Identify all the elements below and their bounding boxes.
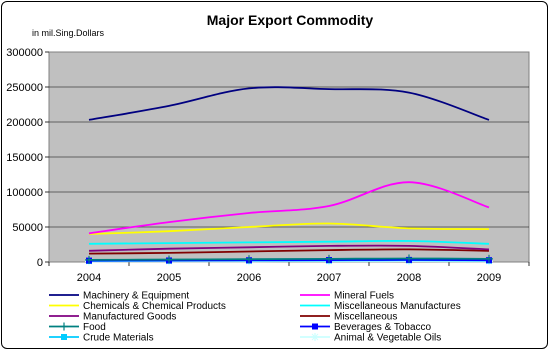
y-tick-label: 300000: [6, 47, 43, 59]
x-tick-label: 2007: [317, 272, 341, 284]
legend-item-manufactured-goods: Manufactured Goods: [49, 312, 176, 323]
legend-label: Animal & Vegetable Oils: [334, 333, 441, 344]
y-axis-label: in mil.Sing.Dollars: [32, 28, 105, 38]
series-line-miscellaneous: [88, 248, 490, 255]
legend-label: Miscellaneous Manufactures: [334, 301, 461, 312]
food-point: [85, 255, 93, 264]
legend-label: Mineral Fuels: [334, 291, 394, 302]
food-point: [325, 254, 333, 263]
series-lines: [85, 86, 493, 266]
series-line-manufactured-goods: [88, 244, 490, 252]
legend-item-miscellaneous-manufactures: Miscellaneous Manufactures: [300, 301, 461, 312]
food-point: [485, 254, 493, 263]
y-tick-label: 100000: [6, 187, 43, 199]
y-tick-label: 250000: [6, 82, 43, 94]
food-point: [245, 255, 253, 264]
y-tick-label: 200000: [6, 117, 43, 129]
legend-item-food: Food: [49, 322, 106, 333]
x-tick-label: 2005: [157, 272, 181, 284]
food-point: [165, 255, 173, 264]
x-axis-ticks: 2004 2005 2006 2007 2008 2009: [48, 262, 530, 284]
y-tick-label: 50000: [12, 222, 43, 234]
y-tick-label: 150000: [6, 152, 43, 164]
legend-label: Machinery & Equipment: [83, 291, 189, 302]
chart-title: Major Export Commodity: [207, 12, 374, 28]
legend-item-chemicals-chemical-products: Chemicals & Chemical Products: [49, 301, 226, 312]
legend-food-point: [60, 322, 68, 331]
legend-label: Chemicals & Chemical Products: [83, 301, 226, 312]
legend-item-crude-materials: Crude Materials: [49, 333, 154, 344]
legend: Machinery & Equipment Mineral Fuels Chemic…: [49, 291, 461, 344]
series-line-chemicals-chemical-products: [88, 222, 490, 235]
series-line-mineral-fuels: [88, 181, 490, 235]
legend-item-beverages-tobacco: Beverages & Tobacco: [300, 322, 432, 333]
x-tick-label: 2009: [477, 272, 501, 284]
legend-crude-materials-point: [61, 334, 67, 340]
legend-label: Manufactured Goods: [83, 312, 176, 323]
legend-label: Crude Materials: [83, 333, 154, 344]
food-point: [405, 254, 413, 263]
legend-animal-vegetable-oils-point: [311, 333, 319, 341]
legend-item-machinery-equipment: Machinery & Equipment: [49, 291, 189, 302]
legend-item-miscellaneous: Miscellaneous: [300, 312, 397, 323]
legend-label: Miscellaneous: [334, 312, 397, 323]
legend-beverages-tobacco-point: [312, 323, 318, 330]
y-tick-label: 0: [37, 257, 43, 269]
series-line-miscellaneous-manufactures: [88, 240, 490, 245]
series-line-food: [88, 257, 490, 261]
legend-label: Food: [83, 322, 106, 333]
legend-item-mineral-fuels: Mineral Fuels: [300, 291, 394, 302]
x-tick-label: 2004: [77, 272, 101, 284]
y-axis-ticks: 0 50000 100000 150000 200000 250000 300000: [6, 47, 49, 269]
series-line-machinery-equipment: [88, 86, 490, 121]
legend-item-animal-vegetable-oils: Animal & Vegetable Oils: [300, 333, 441, 344]
x-tick-label: 2008: [397, 272, 421, 284]
x-tick-label: 2006: [237, 272, 261, 284]
legend-label: Beverages & Tobacco: [334, 322, 432, 333]
